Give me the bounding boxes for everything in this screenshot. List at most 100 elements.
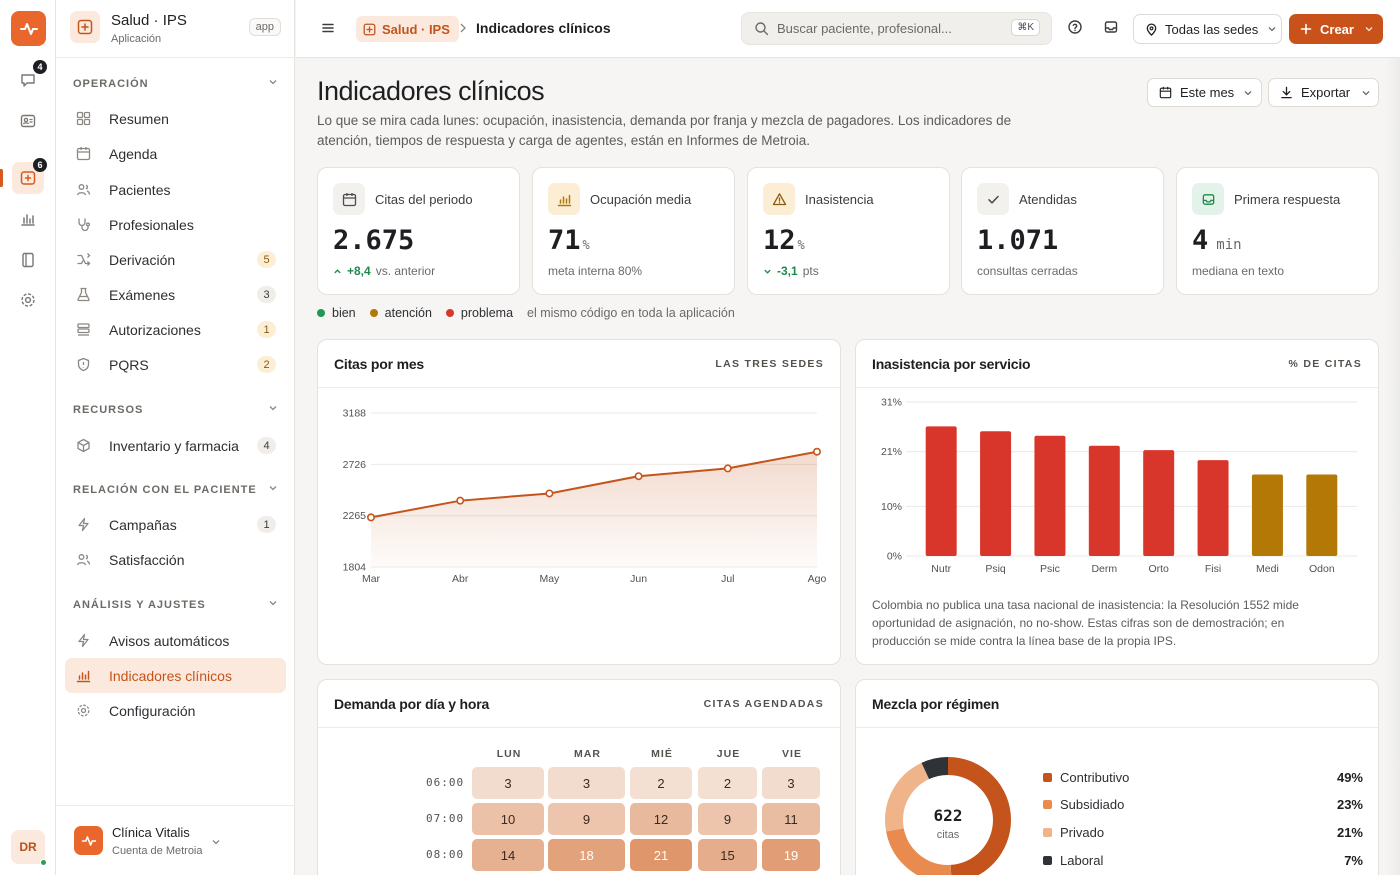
sidebar-item-configuracion[interactable]: Configuración (65, 693, 286, 728)
mix-label: Laboral (1060, 853, 1104, 868)
sidebar-item-avisos[interactable]: Avisos automáticos (65, 623, 286, 658)
kpi-card-atendidas[interactable]: Atendidas 1.071 consultas cerradas (961, 167, 1164, 295)
sidebar-item-agenda[interactable]: Agenda (65, 136, 286, 171)
heatmap-cell[interactable]: 9 (548, 803, 625, 835)
section-relacion[interactable]: RELACIÓN CON EL PACIENTE (73, 484, 278, 496)
site-selector[interactable]: Todas las sedes (1133, 14, 1282, 44)
count-badge: 4 (257, 437, 276, 454)
sidebar-item-campanas[interactable]: Campañas 1 (65, 507, 286, 542)
sidebar-item-derivacion[interactable]: Derivación 5 (65, 242, 286, 277)
page-scrollbar[interactable] (1386, 58, 1400, 875)
kpi-value-number: 71 (548, 225, 581, 256)
heatmap-cell[interactable]: 3 (548, 767, 625, 799)
bar[interactable] (1143, 450, 1175, 556)
sidebar-item-pacientes[interactable]: Pacientes (65, 172, 286, 207)
section-operacion[interactable]: OPERACIÓN (73, 78, 278, 90)
heatmap-cell[interactable]: 2 (698, 767, 757, 799)
sidebar-item-indicadores[interactable]: Indicadores clínicos (65, 658, 286, 693)
sidebar-item-examenes[interactable]: Exámenes 3 (65, 277, 286, 312)
line-point[interactable] (545, 489, 554, 498)
card-tag: LAS TRES SEDES (715, 358, 824, 370)
kpi-value-number: 4 (1192, 225, 1209, 256)
line-point[interactable] (812, 447, 821, 456)
search-input[interactable] (777, 21, 1007, 36)
line-point[interactable] (456, 496, 465, 505)
sidebar-item-profesionales[interactable]: Profesionales (65, 207, 286, 242)
user-avatar[interactable]: DR (11, 830, 47, 866)
heatmap-cell[interactable]: 2 (630, 767, 692, 799)
kpi-value: 71% (548, 225, 590, 256)
sidebar-item-label: Inventario y farmacia (109, 437, 239, 454)
sidebar-item-inventario[interactable]: Inventario y farmacia 4 (65, 428, 286, 463)
heatmap-cell[interactable]: 10 (472, 803, 544, 835)
menu-icon[interactable] (320, 20, 336, 41)
bar[interactable] (980, 431, 1012, 556)
sidebar: Salud · IPS Aplicación app OPERACIÓN Res… (56, 0, 295, 875)
messages-badge: 4 (33, 60, 47, 74)
chevron-down-icon (268, 77, 278, 90)
inbox-icon (1192, 183, 1224, 215)
section-recursos[interactable]: RECURSOS (73, 404, 278, 416)
inbox-icon[interactable] (1103, 19, 1119, 35)
sidebar-item-pqrs[interactable]: PQRS 2 (65, 347, 286, 382)
bar[interactable] (925, 426, 957, 556)
bar[interactable] (1306, 474, 1338, 556)
heatmap-cell[interactable]: 11 (762, 803, 820, 835)
search-box[interactable]: ⌘K (741, 12, 1052, 45)
mix-percent: 21% (1336, 825, 1363, 840)
account-switcher[interactable]: Clínica Vitalis Cuenta de Metroia (56, 805, 295, 875)
heatmap-cell[interactable]: 3 (762, 767, 820, 799)
heatmap-cell[interactable]: 9 (698, 803, 757, 835)
line-point[interactable] (634, 472, 643, 481)
kpi-card-respuesta[interactable]: Primera respuesta 4 min mediana en texto (1176, 167, 1379, 295)
kpi-card-ocupacion[interactable]: Ocupación media 71% meta interna 80% (532, 167, 735, 295)
pulse-logo-icon[interactable] (11, 11, 46, 46)
contacts-icon[interactable] (12, 105, 44, 137)
heatmap-cell[interactable]: 14 (472, 839, 544, 871)
export-button[interactable]: Exportar (1268, 78, 1379, 107)
help-icon[interactable] (1067, 19, 1083, 35)
bar[interactable] (1251, 474, 1283, 556)
heatmap-cell[interactable]: 19 (762, 839, 820, 871)
line-point[interactable] (723, 464, 732, 473)
gear-icon[interactable] (12, 284, 44, 316)
heatmap-cell[interactable]: 15 (698, 839, 757, 871)
kpi-card-inasistencia[interactable]: Inasistencia 12% -3,1 pts (747, 167, 950, 295)
heatmap-cell[interactable]: 21 (630, 839, 692, 871)
kpi-card-citas[interactable]: Citas del periodo 2.675 +8,4 vs. anterior (317, 167, 520, 295)
bar[interactable] (1088, 445, 1120, 556)
site-selector-label: Todas las sedes (1165, 21, 1259, 37)
pulse-logo-icon (74, 826, 103, 855)
heatmap-cell[interactable]: 12 (630, 803, 692, 835)
x-tick-label: Odon (1309, 563, 1335, 575)
messages-icon[interactable]: 4 (12, 60, 47, 96)
donut-slice[interactable] (885, 757, 1011, 875)
line-point[interactable] (366, 513, 375, 522)
sidebar-item-resumen[interactable]: Resumen (65, 101, 286, 136)
bar[interactable] (1197, 460, 1229, 556)
chevron-down-icon (211, 834, 221, 852)
y-tick-label: 31% (881, 397, 902, 409)
card-demanda: Demanda por día y hora CITAS AGENDADAS L… (317, 679, 841, 875)
donut-slice[interactable] (885, 757, 1011, 875)
sidebar-item-satisfaccion[interactable]: Satisfacción (65, 542, 286, 577)
line-series (370, 450, 818, 519)
sidebar-item-autorizaciones[interactable]: Autorizaciones 1 (65, 312, 286, 347)
book-icon[interactable] (12, 244, 44, 276)
bar[interactable] (1034, 435, 1066, 556)
create-button[interactable]: Crear (1289, 14, 1383, 44)
breadcrumb-app[interactable]: Salud · IPS (356, 16, 459, 42)
calendar-icon (74, 145, 92, 163)
legend-good: bien (317, 306, 356, 320)
status-dot-good (317, 309, 325, 317)
heatmap-day-label: JUE (716, 748, 741, 760)
create-button-label: Crear (1320, 21, 1354, 37)
bar-chart-icon[interactable] (12, 203, 44, 235)
section-analisis[interactable]: ANÁLISIS Y AJUSTES (73, 599, 278, 611)
donut-slice[interactable] (885, 757, 1011, 875)
heatmap-cell[interactable]: 18 (548, 839, 625, 871)
clinic-plus-icon[interactable]: 6 (12, 158, 47, 194)
period-button[interactable]: Este mes (1147, 78, 1262, 107)
heatmap-cell[interactable]: 3 (472, 767, 544, 799)
card-inasistencia: Inasistencia por servicio % DE CITAS 31%… (855, 339, 1379, 665)
